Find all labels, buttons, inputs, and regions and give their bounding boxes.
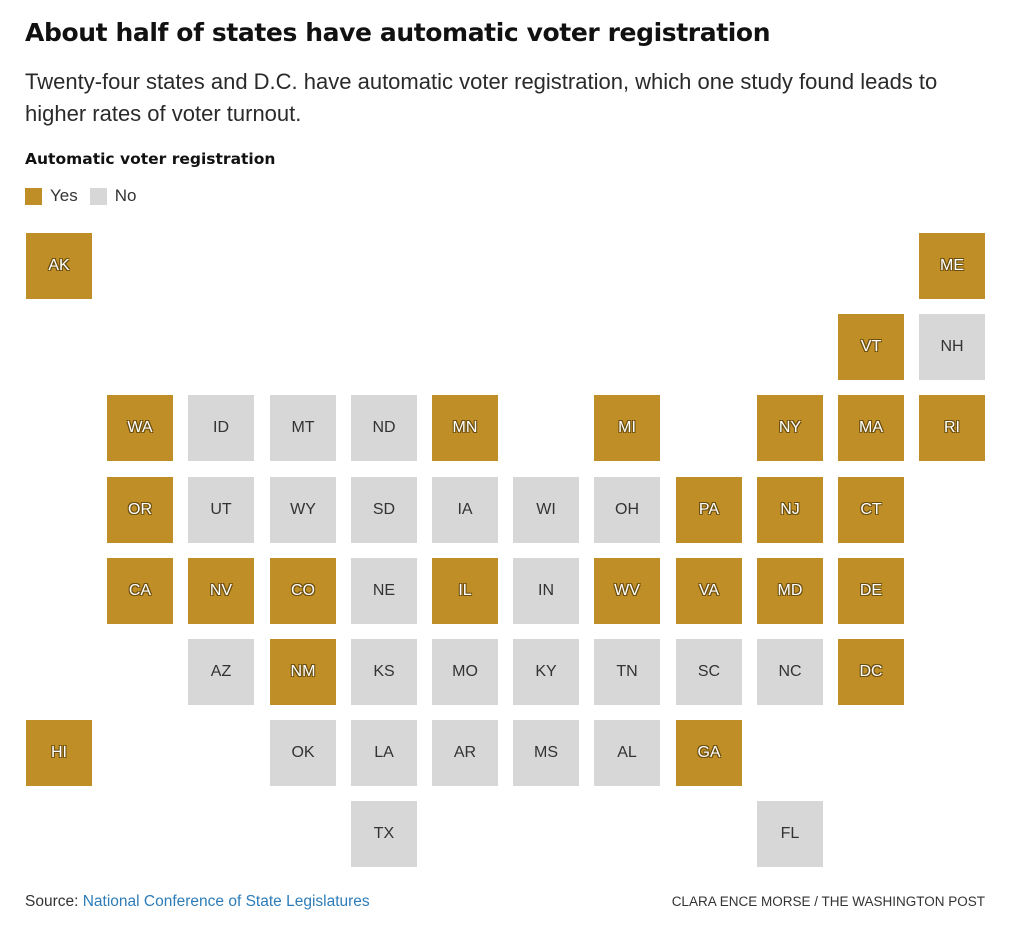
state-tile-ny: NY bbox=[757, 395, 823, 461]
state-tile-wa: WA bbox=[107, 395, 173, 461]
state-tile-ks: KS bbox=[351, 639, 417, 705]
state-tile-mo: MO bbox=[432, 639, 498, 705]
state-tile-ms: MS bbox=[513, 720, 579, 786]
state-tile-nc: NC bbox=[757, 639, 823, 705]
state-tile-ar: AR bbox=[432, 720, 498, 786]
state-tile-az: AZ bbox=[188, 639, 254, 705]
state-tile-ri: RI bbox=[919, 395, 985, 461]
state-tile-ne: NE bbox=[351, 558, 417, 624]
state-tile-tx: TX bbox=[351, 801, 417, 867]
state-tile-md: MD bbox=[757, 558, 823, 624]
state-tile-wy: WY bbox=[270, 477, 336, 543]
state-tile-co: CO bbox=[270, 558, 336, 624]
footer-source: Source: National Conference of State Leg… bbox=[25, 893, 370, 911]
state-tile-il: IL bbox=[432, 558, 498, 624]
state-tile-id: ID bbox=[188, 395, 254, 461]
state-tile-va: VA bbox=[676, 558, 742, 624]
state-tile-la: LA bbox=[351, 720, 417, 786]
state-tile-mi: MI bbox=[594, 395, 660, 461]
state-tile-ga: GA bbox=[676, 720, 742, 786]
legend-label-no: No bbox=[114, 186, 137, 205]
state-tile-tn: TN bbox=[594, 639, 660, 705]
state-tile-wi: WI bbox=[513, 477, 579, 543]
legend-swatch-no bbox=[89, 187, 107, 205]
source-link[interactable]: National Conference of State Legislature… bbox=[82, 893, 370, 910]
legend-label-yes: Yes bbox=[50, 186, 78, 205]
state-tile-pa: PA bbox=[676, 477, 742, 543]
state-tile-ut: UT bbox=[188, 477, 254, 543]
state-tile-ky: KY bbox=[513, 639, 579, 705]
legend-swatch-yes bbox=[25, 187, 42, 205]
state-tile-ok: OK bbox=[270, 720, 336, 786]
state-tile-or: OR bbox=[107, 477, 173, 543]
legend: Yes No bbox=[25, 185, 148, 207]
footer-credit: CLARA ENCE MORSE / THE WASHINGTON POST bbox=[671, 894, 985, 909]
state-tile-nh: NH bbox=[919, 314, 985, 380]
state-tile-sd: SD bbox=[351, 477, 417, 543]
source-prefix: Source: bbox=[25, 893, 83, 910]
state-tile-ca: CA bbox=[107, 558, 173, 624]
state-tile-vt: VT bbox=[838, 314, 904, 380]
state-tile-nd: ND bbox=[351, 395, 417, 461]
state-tile-dc: DC bbox=[838, 639, 904, 705]
state-tile-nj: NJ bbox=[757, 477, 823, 543]
legend-item-no: No bbox=[89, 186, 137, 206]
state-tile-wv: WV bbox=[594, 558, 660, 624]
state-tile-fl: FL bbox=[757, 801, 823, 867]
state-tile-mt: MT bbox=[270, 395, 336, 461]
headline: About half of states have automatic vote… bbox=[25, 18, 771, 47]
state-tile-ct: CT bbox=[838, 477, 904, 543]
state-tile-de: DE bbox=[838, 558, 904, 624]
legend-title: Automatic voter registration bbox=[25, 150, 276, 168]
state-tile-me: ME bbox=[919, 233, 985, 299]
state-tile-mn: MN bbox=[432, 395, 498, 461]
state-tile-oh: OH bbox=[594, 477, 660, 543]
state-tile-nm: NM bbox=[270, 639, 336, 705]
state-tile-sc: SC bbox=[676, 639, 742, 705]
state-tile-ia: IA bbox=[432, 477, 498, 543]
state-tile-al: AL bbox=[594, 720, 660, 786]
dek: Twenty-four states and D.C. have automat… bbox=[25, 69, 938, 126]
state-tile-in: IN bbox=[513, 558, 579, 624]
state-tile-ak: AK bbox=[26, 233, 92, 299]
state-tile-nv: NV bbox=[188, 558, 254, 624]
state-tile-hi: HI bbox=[26, 720, 92, 786]
legend-item-yes: Yes bbox=[25, 186, 78, 206]
state-tile-ma: MA bbox=[838, 395, 904, 461]
